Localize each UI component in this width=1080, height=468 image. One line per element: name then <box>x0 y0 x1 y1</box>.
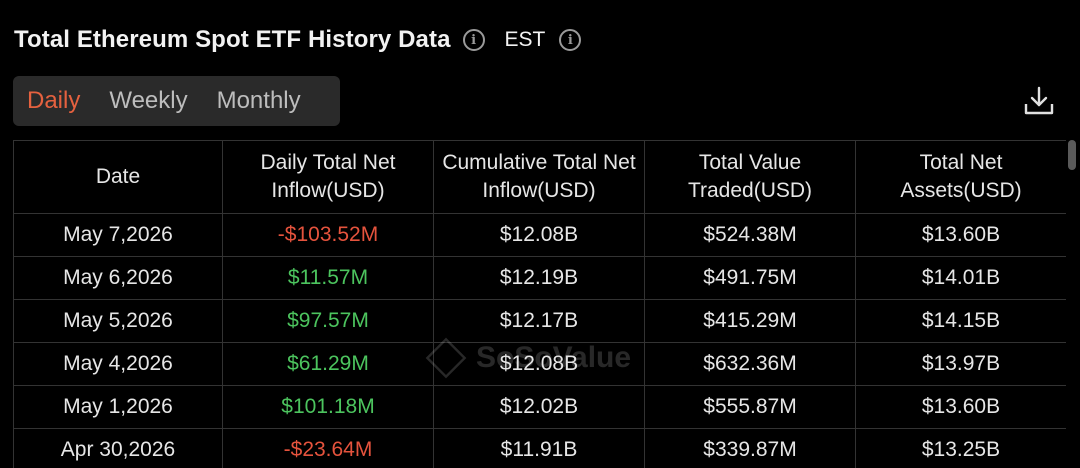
cell-total-value-traded: $555.87M <box>644 385 856 429</box>
cell-date: May 1,2026 <box>13 385 223 429</box>
table-row: May 4,2026 $61.29M $12.08B $632.36M $13.… <box>13 342 1066 386</box>
cell-total-net-assets: $13.60B <box>855 385 1066 429</box>
table-header-row: Date Daily Total Net Inflow(USD) Cumulat… <box>13 140 1066 214</box>
cell-cumulative-net-inflow: $12.08B <box>433 213 645 257</box>
header: Total Ethereum Spot ETF History Data i E… <box>14 20 582 60</box>
cell-total-net-assets: $14.01B <box>855 256 1066 300</box>
cell-cumulative-net-inflow: $12.02B <box>433 385 645 429</box>
tab-daily[interactable]: Daily <box>27 87 81 114</box>
column-header-total-value-traded[interactable]: Total Value Traded(USD) <box>644 140 856 214</box>
cell-cumulative-net-inflow: $12.08B <box>433 342 645 386</box>
cell-daily-net-inflow: $101.18M <box>222 385 434 429</box>
cell-date: May 4,2026 <box>13 342 223 386</box>
info-icon[interactable]: i <box>462 29 485 51</box>
period-tabs: Daily Weekly Monthly <box>13 76 340 126</box>
column-header-total-net-assets[interactable]: Total Net Assets(USD) <box>855 140 1066 214</box>
page-title: Total Ethereum Spot ETF History Data <box>14 26 451 53</box>
column-header-cumulative-net-inflow[interactable]: Cumulative Total Net Inflow(USD) <box>433 140 645 214</box>
table-row: May 6,2026 $11.57M $12.19B $491.75M $14.… <box>13 256 1066 300</box>
cell-total-value-traded: $524.38M <box>644 213 856 257</box>
cell-total-value-traded: $632.36M <box>644 342 856 386</box>
cell-total-value-traded: $415.29M <box>644 299 856 343</box>
tab-monthly[interactable]: Monthly <box>216 87 301 114</box>
cell-date: May 5,2026 <box>13 299 223 343</box>
table-scrollbar[interactable] <box>1068 140 1076 170</box>
cell-daily-net-inflow: -$103.52M <box>222 213 434 257</box>
table-row: May 5,2026 $97.57M $12.17B $415.29M $14.… <box>13 299 1066 343</box>
cell-date: May 7,2026 <box>13 213 223 257</box>
cell-cumulative-net-inflow: $12.17B <box>433 299 645 343</box>
table-row: Apr 30,2026 -$23.64M $11.91B $339.87M $1… <box>13 428 1066 468</box>
column-header-date[interactable]: Date <box>13 140 223 214</box>
column-header-daily-net-inflow[interactable]: Daily Total Net Inflow(USD) <box>222 140 434 214</box>
cell-daily-net-inflow: $11.57M <box>222 256 434 300</box>
cell-total-value-traded: $339.87M <box>644 428 856 468</box>
cell-total-value-traded: $491.75M <box>644 256 856 300</box>
cell-date: May 6,2026 <box>13 256 223 300</box>
etf-history-table: Date Daily Total Net Inflow(USD) Cumulat… <box>13 140 1066 468</box>
download-icon[interactable] <box>1022 84 1056 118</box>
timezone-label: EST <box>504 28 546 51</box>
cell-daily-net-inflow: $97.57M <box>222 299 434 343</box>
cell-total-net-assets: $14.15B <box>855 299 1066 343</box>
cell-total-net-assets: $13.97B <box>855 342 1066 386</box>
cell-daily-net-inflow: -$23.64M <box>222 428 434 468</box>
cell-total-net-assets: $13.25B <box>855 428 1066 468</box>
cell-daily-net-inflow: $61.29M <box>222 342 434 386</box>
table-row: May 1,2026 $101.18M $12.02B $555.87M $13… <box>13 385 1066 429</box>
timezone-info-icon[interactable]: i <box>559 29 582 51</box>
cell-cumulative-net-inflow: $12.19B <box>433 256 645 300</box>
table-row: May 7,2026 -$103.52M $12.08B $524.38M $1… <box>13 213 1066 257</box>
cell-date: Apr 30,2026 <box>13 428 223 468</box>
tab-weekly[interactable]: Weekly <box>109 87 188 114</box>
cell-cumulative-net-inflow: $11.91B <box>433 428 645 468</box>
cell-total-net-assets: $13.60B <box>855 213 1066 257</box>
